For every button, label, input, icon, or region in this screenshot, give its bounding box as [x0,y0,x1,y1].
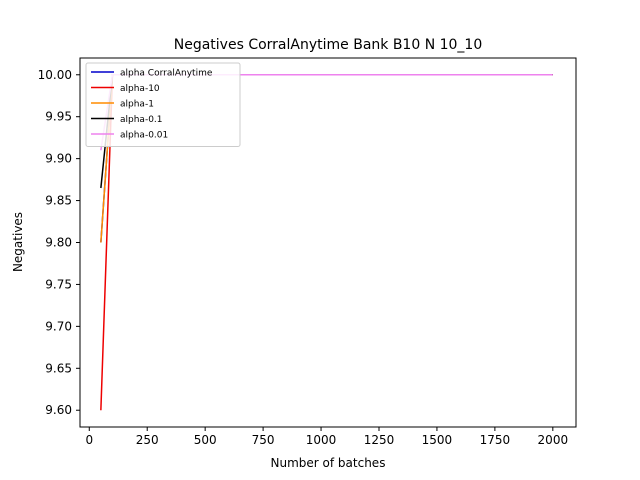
legend-label: alpha-1 [120,100,154,110]
legend: alpha CorralAnytime alpha-10 alpha-1 alpha-… [85,62,241,147]
y-tick-label: 9.70 [45,319,72,333]
y-tick-label: 9.75 [45,277,72,291]
legend-label: alpha-10 [120,84,160,94]
x-tick-label: 750 [252,433,275,447]
y-tick-label: 9.95 [45,110,72,124]
x-tick-label: 2000 [538,433,569,447]
x-axis: 0 250 500 750 1000 1250 1500 1750 2000 [85,427,568,447]
x-tick-label: 500 [194,433,217,447]
x-tick-label: 0 [85,433,93,447]
x-tick-label: 1750 [480,433,511,447]
x-tick-label: 1000 [306,433,337,447]
y-tick-label: 9.60 [45,403,72,417]
legend-label: alpha CorralAnytime [120,69,213,79]
y-tick-label: 9.85 [45,194,72,208]
y-axis: 9.60 9.65 9.70 9.75 9.80 9.85 9.90 9.95 10.00 [38,68,80,417]
x-tick-label: 1500 [422,433,453,447]
x-axis-label: Number of batches [271,456,386,470]
y-tick-label: 10.00 [38,68,72,82]
chart-title: Negatives CorralAnytime Bank B10 N 10_10 [174,37,483,53]
y-tick-label: 9.65 [45,361,72,375]
x-tick-label: 250 [136,433,159,447]
y-tick-label: 9.90 [45,152,72,166]
y-axis-label: Negatives [11,212,25,272]
y-tick-label: 9.80 [45,236,72,250]
legend-box [85,62,241,147]
legend-label: alpha-0.1 [120,115,163,125]
legend-label: alpha-0.01 [120,131,168,141]
x-tick-label: 1250 [364,433,395,447]
